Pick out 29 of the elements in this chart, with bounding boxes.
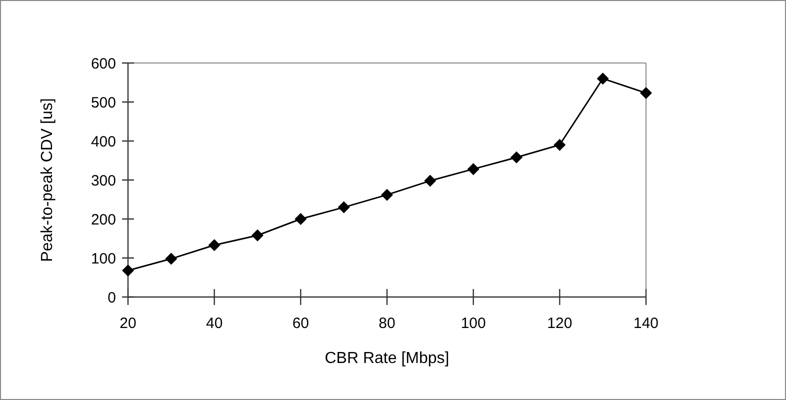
point	[640, 87, 652, 100]
y-tick-label: 100	[90, 250, 116, 268]
x-tick-label: 20	[120, 315, 136, 332]
y-tick-label: 500	[90, 94, 116, 112]
x-tick-label: 120	[547, 315, 572, 332]
point	[252, 229, 264, 242]
point	[554, 138, 566, 151]
x-tick-label: 80	[378, 315, 396, 332]
y-tick-label: 300	[90, 172, 116, 190]
x-axis-title: CBR Rate [Mbps]	[324, 350, 450, 367]
y-tick-label: 200	[90, 211, 116, 228]
point	[467, 163, 480, 176]
point	[122, 264, 134, 276]
point	[510, 151, 522, 164]
x-tick-label: 140	[633, 315, 659, 332]
y-axis-title: Peak-to-peak CDV [us]	[39, 98, 56, 262]
y-tick-label: 600	[90, 55, 116, 72]
point	[424, 174, 436, 187]
point	[208, 239, 220, 252]
point	[294, 213, 307, 225]
x-tick-label: 40	[206, 315, 223, 332]
y-tick-label: 400	[90, 133, 116, 150]
point	[381, 188, 393, 201]
point	[338, 201, 350, 214]
point	[165, 252, 178, 265]
x-tick-label: 100	[460, 315, 486, 332]
x-tick-label: 60	[292, 315, 310, 332]
y-tick-label: 0	[108, 289, 116, 306]
point	[596, 72, 609, 85]
